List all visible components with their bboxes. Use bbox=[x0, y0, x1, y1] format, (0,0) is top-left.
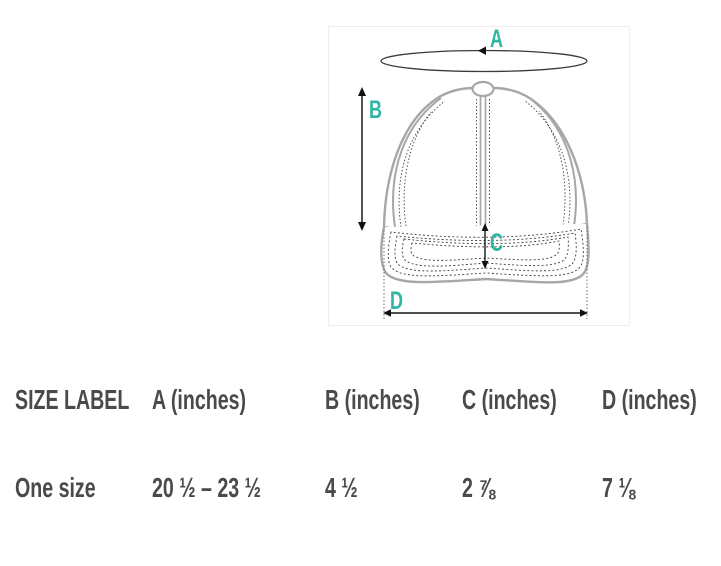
left-seam bbox=[392, 97, 442, 228]
cap-button bbox=[471, 80, 495, 98]
header-c-inches: C (inches) bbox=[462, 384, 557, 415]
label-c: C bbox=[490, 228, 503, 257]
arrow-b-head-bottom-icon bbox=[358, 222, 366, 231]
label-d: D bbox=[390, 286, 403, 315]
center-seam bbox=[479, 95, 487, 229]
row-b-value: 4 ½ bbox=[325, 472, 358, 503]
header-b-inches: B (inches) bbox=[325, 384, 420, 415]
right-seam-stitch-2 bbox=[538, 110, 566, 226]
header-a-inches: A (inches) bbox=[152, 384, 247, 415]
label-b: B bbox=[369, 95, 382, 124]
arrow-b-head-top-icon bbox=[358, 87, 366, 96]
row-size-label: One size bbox=[15, 472, 96, 503]
size-diagram: A B bbox=[328, 26, 630, 326]
header-d-inches: D (inches) bbox=[602, 384, 697, 415]
cap-diagram-svg: A B bbox=[358, 27, 590, 319]
header-size-label: SIZE LABEL bbox=[15, 384, 130, 415]
row-d-value: 7 ⅛ bbox=[602, 472, 635, 503]
brim-stitching bbox=[387, 228, 584, 277]
label-a: A bbox=[490, 27, 503, 53]
arrow-d-head-right-icon bbox=[580, 309, 588, 317]
width-guides bbox=[383, 227, 588, 319]
row-c-value: 2 ⅞ bbox=[462, 472, 495, 503]
right-seam bbox=[527, 96, 577, 227]
left-seam-stitch-2 bbox=[403, 111, 432, 227]
center-seam-stitch bbox=[476, 99, 490, 228]
arrow-d-head-left-icon bbox=[383, 309, 391, 317]
left-seam-stitch bbox=[398, 100, 446, 228]
right-seam-stitch bbox=[523, 99, 571, 227]
circumference-arrowhead-icon bbox=[478, 46, 486, 55]
arrow-c-head-bottom-icon bbox=[481, 261, 489, 269]
row-a-value: 20 ½ – 23 ½ bbox=[152, 472, 261, 503]
arrow-c-head-top-icon bbox=[481, 223, 489, 231]
